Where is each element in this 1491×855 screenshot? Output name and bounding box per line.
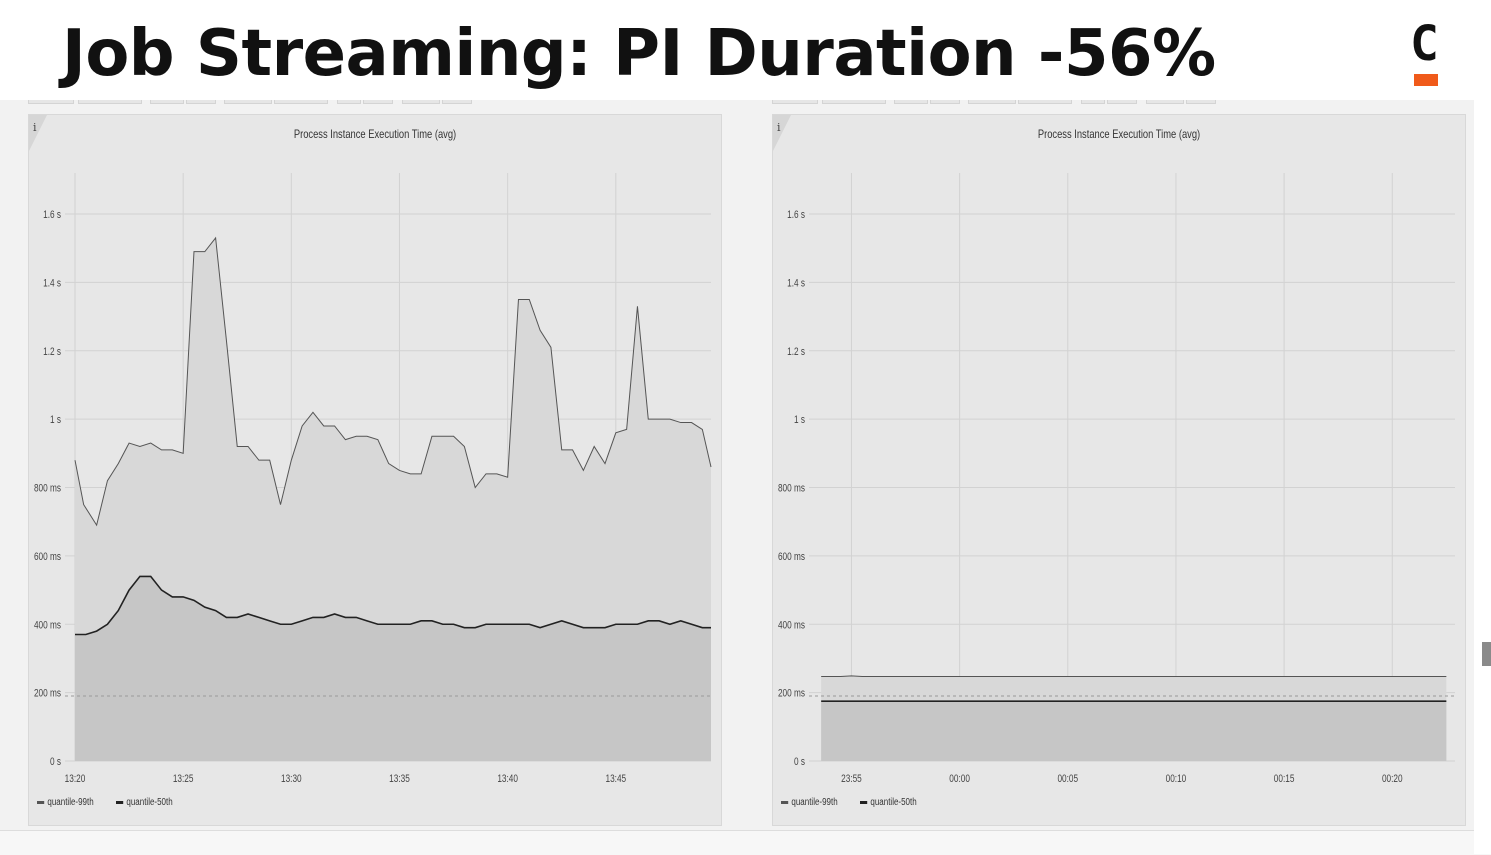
toolbar-button[interactable] xyxy=(894,100,928,104)
x-tick-label: 13:30 xyxy=(281,773,302,785)
y-tick-label: 0 s xyxy=(794,756,805,768)
chart-panel-right: i Process Instance Execution Time (avg) … xyxy=(772,114,1466,826)
toolbar-button[interactable] xyxy=(930,100,960,104)
toolbar-button[interactable] xyxy=(1107,100,1137,104)
x-tick-label: 00:15 xyxy=(1274,773,1295,785)
chart-svg: 0 s 200 ms 400 ms 600 ms 800 ms 1 s 1.2 s 1.4 s… xyxy=(778,173,1455,785)
y-tick-label: 1.6 s xyxy=(43,209,61,221)
toolbar-button[interactable] xyxy=(442,100,472,104)
toolbar-button[interactable] xyxy=(224,100,272,104)
info-icon[interactable]: i xyxy=(33,121,37,134)
chart-panel-left: i Process Instance Execution Time (avg) … xyxy=(28,114,722,826)
legend-item-p99[interactable]: quantile-99th xyxy=(37,797,94,808)
y-tick-label: 200 ms xyxy=(778,688,805,700)
chart-svg: 0 s 200 ms 400 ms 600 ms 800 ms 1 s 1.2 s 1.4 s… xyxy=(34,173,712,785)
bottom-strip xyxy=(0,830,1491,855)
x-tick-label: 23:55 xyxy=(841,773,862,785)
toolbar-button[interactable] xyxy=(1186,100,1216,104)
toolbar-button[interactable] xyxy=(363,100,393,104)
chart-legend: quantile-99th quantile-50th xyxy=(37,797,187,808)
y-tick-label: 1.6 s xyxy=(787,209,805,221)
scrollbar-track[interactable] xyxy=(1474,0,1491,854)
toolbar-button[interactable] xyxy=(1081,100,1105,104)
x-tick-label: 00:05 xyxy=(1057,773,1078,785)
panel-info-corner[interactable] xyxy=(773,115,791,151)
chart-title: Process Instance Execution Time (avg) xyxy=(1037,127,1201,141)
legend-label: quantile-99th xyxy=(47,797,94,808)
toolbar-button[interactable] xyxy=(150,100,184,104)
y-tick-label: 1 s xyxy=(50,414,61,426)
chart-title: Process Instance Execution Time (avg) xyxy=(293,127,457,141)
y-tick-label: 0 s xyxy=(50,756,61,768)
toolbar-button[interactable] xyxy=(186,100,216,104)
legend-item-p99[interactable]: quantile-99th xyxy=(781,797,838,808)
panel-info-corner[interactable] xyxy=(29,115,47,151)
y-tick-label: 200 ms xyxy=(34,688,61,700)
x-tick-label: 00:00 xyxy=(949,773,970,785)
legend-label: quantile-50th xyxy=(870,797,917,808)
page-title: Job Streaming: PI Duration -56% xyxy=(62,17,1216,91)
toolbar-button[interactable] xyxy=(968,100,1016,104)
chart-legend: quantile-99th quantile-50th xyxy=(781,797,931,808)
y-tick-label: 1.2 s xyxy=(787,346,805,358)
y-tick-label: 400 ms xyxy=(778,619,805,631)
y-tick-label: 800 ms xyxy=(778,482,805,494)
x-tick-label: 13:40 xyxy=(497,773,518,785)
info-icon[interactable]: i xyxy=(777,121,781,134)
brand-logo: C xyxy=(1408,16,1444,88)
y-tick-label: 1.4 s xyxy=(787,277,805,289)
legend-item-p50[interactable]: quantile-50th xyxy=(115,797,173,808)
x-tick-label: 13:20 xyxy=(65,773,86,785)
x-tick-label: 00:10 xyxy=(1166,773,1187,785)
toolbar-button[interactable] xyxy=(274,100,328,104)
scrollbar-thumb[interactable] xyxy=(1482,642,1491,666)
toolbar-button[interactable] xyxy=(1018,100,1072,104)
legend-label: quantile-99th xyxy=(791,797,838,808)
legend-swatch xyxy=(859,801,868,804)
x-tick-label: 00:20 xyxy=(1382,773,1403,785)
toolbar-button[interactable] xyxy=(337,100,361,104)
legend-item-p50[interactable]: quantile-50th xyxy=(859,797,917,808)
toolbar-button[interactable] xyxy=(822,100,886,104)
series-area-p50 xyxy=(821,701,1447,761)
toolbar-button[interactable] xyxy=(28,100,74,104)
y-tick-label: 1.4 s xyxy=(43,277,61,289)
legend-swatch xyxy=(115,801,124,804)
x-tick-label: 13:45 xyxy=(605,773,626,785)
series-line-p50 xyxy=(75,575,711,636)
toolbar-button[interactable] xyxy=(78,100,142,104)
y-tick-label: 800 ms xyxy=(34,482,61,494)
legend-swatch xyxy=(781,801,789,804)
x-tick-label: 13:25 xyxy=(173,773,194,785)
y-tick-label: 1.2 s xyxy=(43,346,61,358)
series-area-p50 xyxy=(75,576,711,761)
legend-swatch xyxy=(37,801,45,804)
logo-accent-bar xyxy=(1414,74,1438,86)
y-tick-label: 600 ms xyxy=(34,551,61,563)
y-tick-label: 400 ms xyxy=(34,619,61,631)
series-line-p99 xyxy=(821,675,1447,678)
y-tick-label: 1 s xyxy=(794,414,805,426)
toolbar-button[interactable] xyxy=(1146,100,1184,104)
x-tick-label: 13:35 xyxy=(389,773,410,785)
legend-label: quantile-50th xyxy=(126,797,173,808)
series-line-p99 xyxy=(74,236,712,527)
logo-letter: C xyxy=(1410,16,1439,72)
toolbar-button[interactable] xyxy=(402,100,440,104)
toolbar-button[interactable] xyxy=(772,100,818,104)
y-tick-label: 600 ms xyxy=(778,551,805,563)
